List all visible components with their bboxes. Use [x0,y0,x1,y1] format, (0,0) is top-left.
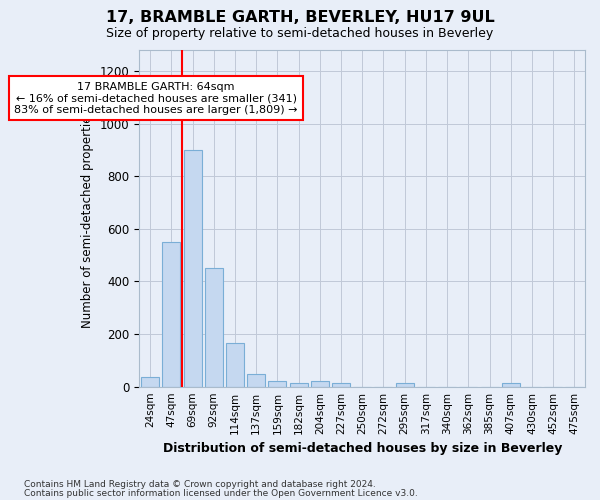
Text: Size of property relative to semi-detached houses in Beverley: Size of property relative to semi-detach… [106,28,494,40]
X-axis label: Distribution of semi-detached houses by size in Beverley: Distribution of semi-detached houses by … [163,442,562,455]
Y-axis label: Number of semi-detached properties: Number of semi-detached properties [82,109,94,328]
Bar [311,382,329,386]
Bar [141,378,159,386]
Text: Contains HM Land Registry data © Crown copyright and database right 2024.: Contains HM Land Registry data © Crown c… [24,480,376,489]
Bar [268,382,286,386]
Bar [247,374,265,386]
Bar [290,382,308,386]
Bar [502,382,520,386]
Bar [395,382,413,386]
Bar [226,344,244,386]
Text: Contains public sector information licensed under the Open Government Licence v3: Contains public sector information licen… [24,489,418,498]
Bar [332,382,350,386]
Text: 17, BRAMBLE GARTH, BEVERLEY, HU17 9UL: 17, BRAMBLE GARTH, BEVERLEY, HU17 9UL [106,10,494,25]
Text: 17 BRAMBLE GARTH: 64sqm
← 16% of semi-detached houses are smaller (341)
83% of s: 17 BRAMBLE GARTH: 64sqm ← 16% of semi-de… [14,82,298,115]
Bar [162,242,181,386]
Bar [184,150,202,386]
Bar [205,268,223,386]
